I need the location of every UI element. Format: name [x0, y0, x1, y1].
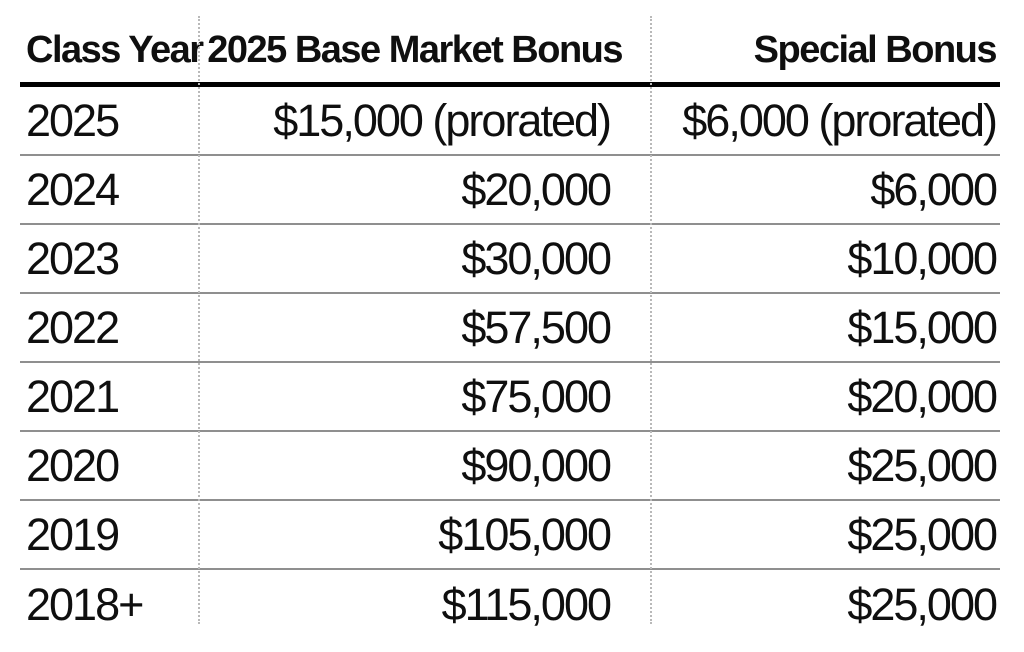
- table-row: 2024 $20,000 $6,000: [20, 156, 1000, 225]
- table-row: 2018+ $115,000 $25,000: [20, 570, 1000, 639]
- cell-base: $30,000: [461, 232, 612, 284]
- bonus-table: Class Year 2025 Base Market Bonus Specia…: [20, 16, 1000, 639]
- cell-special: $25,000: [847, 508, 998, 560]
- cell-year: 2019: [26, 508, 120, 560]
- cell-year: 2025: [26, 94, 120, 146]
- cell-year: 2020: [26, 439, 120, 491]
- cell-special: $15,000: [847, 301, 998, 353]
- cell-special: $10,000: [847, 232, 998, 284]
- cell-base: $115,000: [441, 578, 612, 630]
- cell-base: $20,000: [461, 163, 612, 215]
- cell-special: $25,000: [847, 578, 998, 630]
- table-row: 2020 $90,000 $25,000: [20, 432, 1000, 501]
- header-special-bonus: Special Bonus: [753, 28, 998, 71]
- cell-base: $105,000: [438, 508, 612, 560]
- table-row: 2025 $15,000 (prorated) $6,000 (prorated…: [20, 87, 1000, 156]
- cell-year: 2018+: [26, 578, 144, 630]
- table-row: 2022 $57,500 $15,000: [20, 294, 1000, 363]
- cell-special: $6,000 (prorated): [682, 94, 998, 146]
- cell-special: $6,000: [870, 163, 998, 215]
- cell-base: $75,000: [461, 370, 612, 422]
- cell-year: 2024: [26, 163, 120, 215]
- cell-base: $15,000 (prorated): [273, 94, 612, 146]
- cell-base: $57,500: [461, 301, 612, 353]
- cell-special: $20,000: [847, 370, 998, 422]
- table-row: 2019 $105,000 $25,000: [20, 501, 1000, 570]
- table-header-row: Class Year 2025 Base Market Bonus Specia…: [20, 18, 1000, 87]
- table-row: 2021 $75,000 $20,000: [20, 363, 1000, 432]
- column-divider-1: [198, 16, 200, 624]
- cell-base: $90,000: [461, 439, 612, 491]
- cell-special: $25,000: [847, 439, 998, 491]
- cell-year: 2023: [26, 232, 120, 284]
- column-divider-2: [650, 16, 652, 624]
- header-base-market-bonus: 2025 Base Market Bonus: [207, 28, 623, 71]
- cell-year: 2022: [26, 301, 120, 353]
- table-row: 2023 $30,000 $10,000: [20, 225, 1000, 294]
- header-class-year: Class Year: [26, 28, 204, 71]
- cell-year: 2021: [26, 370, 120, 422]
